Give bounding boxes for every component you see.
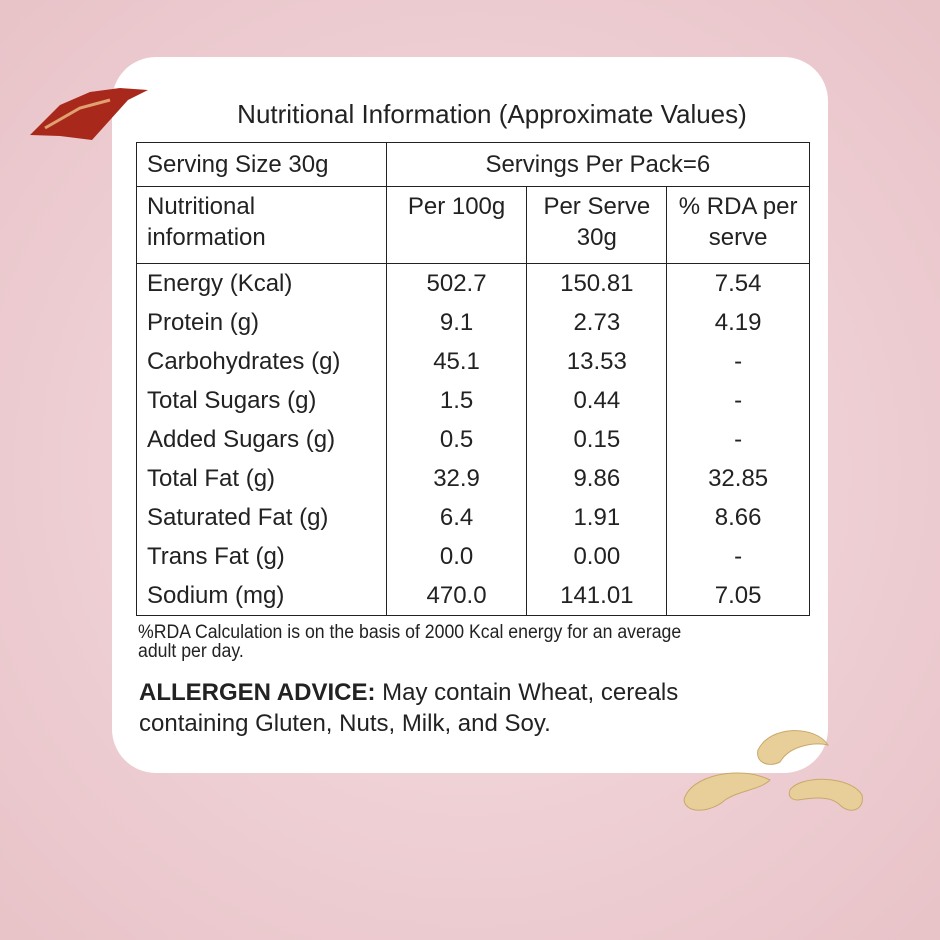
nutrient-name: Sodium (mg) [136, 576, 387, 616]
nutrient-value: 32.85 [666, 459, 810, 498]
cashew [683, 772, 771, 811]
nutrient-value: 7.05 [666, 576, 810, 616]
nutrient-value: 150.81 [526, 263, 668, 303]
title: Nutritional Information (Approximate Val… [237, 99, 747, 129]
nutrient-value: 0.15 [526, 420, 668, 459]
nutrient-name: Added Sugars (g) [136, 420, 387, 459]
nutrient-value: - [666, 537, 810, 576]
nutrient-row: Total Sugars (g) 1.5 0.44- [136, 381, 810, 420]
nutrient-value: 13.53 [526, 342, 668, 381]
nutrient-value: 502.7 [385, 263, 528, 303]
header-row: Nutritional information Per 100g Per Ser… [136, 186, 810, 264]
nutrient-row: Energy (Kcal) 502.7 150.81 7.54 [136, 263, 810, 303]
header-cell: Per Serve 30g [526, 186, 668, 264]
header-cell: Nutritional information [136, 186, 387, 264]
header-cell: Per 100g [385, 186, 528, 264]
serving-row: Serving Size 30g Servings Per Pack=6 [136, 142, 811, 187]
nutrient-value: - [666, 381, 810, 420]
nutrient-name: Protein (g) [136, 303, 387, 342]
nutrient-row: Trans Fat (g) 0.0 0.00- [136, 537, 810, 576]
allergen-text: May contain Wheat, cereals containing Gl… [139, 679, 679, 737]
nutrient-value: 32.9 [385, 459, 528, 498]
nutrient-value: 0.44 [526, 381, 668, 420]
nutrient-value: 7.54 [666, 263, 810, 303]
nutrient-value: 6.4 [385, 498, 528, 537]
nutrient-value: - [666, 420, 810, 459]
nutrient-value: 4.19 [666, 303, 810, 342]
nutrient-row: Sodium (mg) 470.0 141.01 7.05 [136, 576, 810, 616]
nutrient-value: 1.5 [385, 381, 528, 420]
nutrient-row: Added Sugars (g) 0.5 0.15- [136, 420, 810, 459]
serving-size: Serving Size 30g [136, 142, 387, 187]
servings-per-pack: Servings Per Pack=6 [385, 142, 811, 187]
nutrient-value: 9.1 [385, 303, 528, 342]
nutrient-value: 0.00 [526, 537, 668, 576]
allergen-label: ALLERGEN ADVICE: [139, 679, 376, 706]
chili-flake [30, 88, 148, 140]
footnote: %RDA Calculation is on the basis of 2000… [138, 622, 682, 662]
nutrient-name: Total Sugars (g) [136, 381, 387, 420]
cashew [788, 778, 863, 811]
card: Nutritional Information (Approximate Val… [112, 57, 828, 773]
nutrition-table: Serving Size 30g Servings Per Pack=6 Nut… [136, 142, 811, 616]
nutrient-value: 9.86 [526, 459, 668, 498]
nutrient-row: Carbohydrates (g) 45.1 13.53- [136, 342, 810, 381]
nutrient-value: 0.5 [385, 420, 528, 459]
header-cell: % RDA per serve [666, 186, 810, 264]
nutrient-value: 8.66 [666, 498, 810, 537]
nutrient-value: 470.0 [385, 576, 528, 616]
nutrient-row: Total Fat (g) 32.9 9.86 32.85 [136, 459, 810, 498]
allergen-advice: ALLERGEN ADVICE: May contain Wheat, cere… [139, 677, 739, 739]
nutrient-value: 141.01 [526, 576, 668, 616]
nutrient-name: Total Fat (g) [136, 459, 387, 498]
nutrient-name: Carbohydrates (g) [136, 342, 387, 381]
nutrient-name: Saturated Fat (g) [136, 498, 387, 537]
nutrient-name: Energy (Kcal) [136, 263, 387, 303]
nutrient-value: 1.91 [526, 498, 668, 537]
nutrient-value: 2.73 [526, 303, 668, 342]
nutrient-name: Trans Fat (g) [136, 537, 387, 576]
nutrient-row: Protein (g) 9.1 2.73 4.19 [136, 303, 810, 342]
chili-highlight [44, 98, 111, 130]
nutrient-value: 0.0 [385, 537, 528, 576]
nutrient-row: Saturated Fat (g) 6.4 1.91 8.66 [136, 498, 810, 537]
nutrient-value: - [666, 342, 810, 381]
cashew [757, 730, 830, 765]
